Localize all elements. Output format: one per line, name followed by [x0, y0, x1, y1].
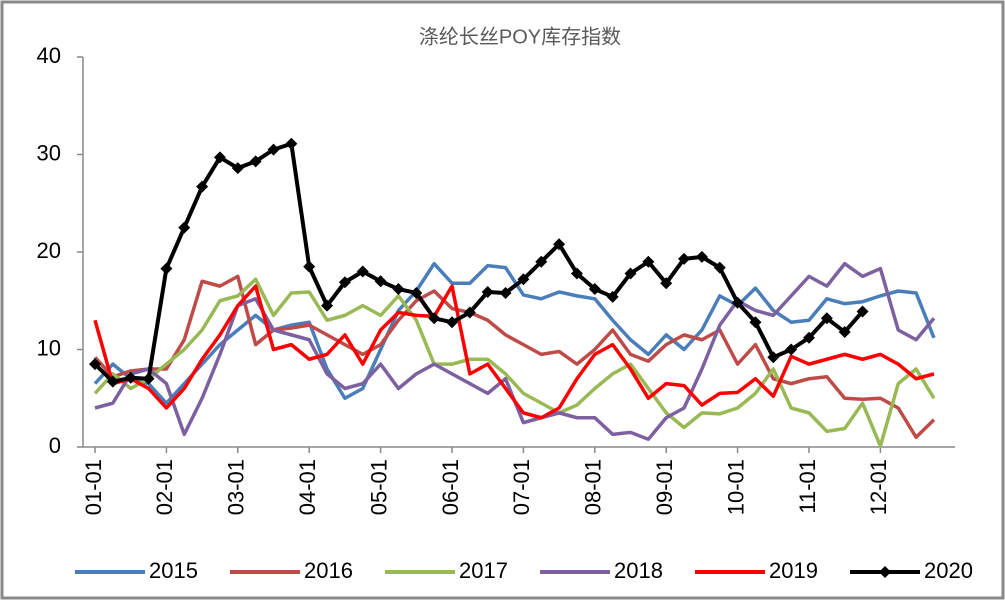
- data-point: [606, 290, 619, 303]
- data-point: [731, 296, 744, 309]
- x-tick-label: 07-01: [509, 459, 534, 515]
- data-point: [499, 286, 512, 299]
- data-point: [106, 375, 119, 388]
- y-tick-label: 30: [37, 140, 61, 165]
- legend-label: 2020: [924, 558, 973, 583]
- y-tick-label: 10: [37, 335, 61, 360]
- data-point: [785, 343, 798, 356]
- data-point: [374, 275, 387, 288]
- data-point: [463, 306, 476, 319]
- data-point: [713, 261, 726, 274]
- data-point: [446, 316, 458, 329]
- chart-title: 涤纶长丝POY库存指数: [419, 25, 621, 48]
- data-point: [838, 325, 851, 338]
- series-line: [93, 277, 936, 448]
- y-tick-label: 40: [37, 43, 61, 68]
- data-point: [196, 180, 209, 193]
- data-point: [321, 299, 334, 312]
- legend-label: 2018: [614, 558, 663, 583]
- data-point: [517, 273, 530, 286]
- x-tick-label: 04-01: [295, 459, 320, 515]
- data-point: [749, 316, 762, 329]
- data-point: [535, 255, 548, 268]
- data-point: [767, 351, 780, 364]
- x-tick-label: 08-01: [581, 459, 606, 515]
- data-point: [410, 286, 423, 299]
- x-tick-label: 01-01: [81, 459, 106, 515]
- legend-label: 2016: [304, 558, 353, 583]
- y-tick-label: 20: [37, 238, 61, 263]
- data-point: [231, 162, 244, 175]
- data-point: [213, 151, 226, 164]
- series-line: [93, 274, 936, 439]
- data-point: [338, 276, 351, 289]
- data-point: [428, 312, 441, 325]
- series-line: [93, 284, 935, 420]
- x-tick-label: 11-01: [795, 459, 820, 514]
- data-point: [820, 312, 833, 325]
- data-point: [267, 143, 280, 156]
- data-point: [124, 371, 137, 384]
- data-point: [642, 255, 655, 268]
- data-point: [303, 260, 316, 273]
- data-point: [695, 250, 708, 263]
- data-point: [856, 305, 869, 318]
- x-tick-label: 12-01: [866, 459, 891, 515]
- data-point: [481, 285, 494, 298]
- data-point: [803, 331, 815, 344]
- data-point: [678, 252, 691, 265]
- x-tick-label: 06-01: [438, 459, 463, 515]
- data-point: [285, 137, 298, 150]
- y-tick-label: 0: [49, 433, 61, 458]
- legend-label: 2015: [149, 558, 198, 583]
- data-point: [660, 277, 673, 290]
- x-tick-label: 02-01: [152, 459, 177, 515]
- legend-marker: [879, 566, 891, 578]
- legend-label: 2017: [459, 558, 508, 583]
- legend-label: 2019: [769, 558, 818, 583]
- data-point: [178, 221, 191, 234]
- x-tick-label: 03-01: [224, 459, 249, 515]
- x-tick-label: 10-01: [723, 459, 748, 515]
- data-point: [89, 358, 101, 371]
- data-point: [160, 262, 173, 275]
- data-point: [624, 267, 637, 280]
- data-point: [249, 155, 262, 168]
- data-point: [570, 267, 583, 280]
- data-point: [356, 265, 369, 278]
- series-line: [93, 261, 936, 405]
- data-point: [588, 283, 601, 296]
- data-point: [142, 372, 155, 385]
- x-tick-label: 09-01: [652, 459, 677, 515]
- data-point: [392, 283, 405, 296]
- data-point: [553, 238, 566, 251]
- x-tick-label: 05-01: [366, 459, 391, 515]
